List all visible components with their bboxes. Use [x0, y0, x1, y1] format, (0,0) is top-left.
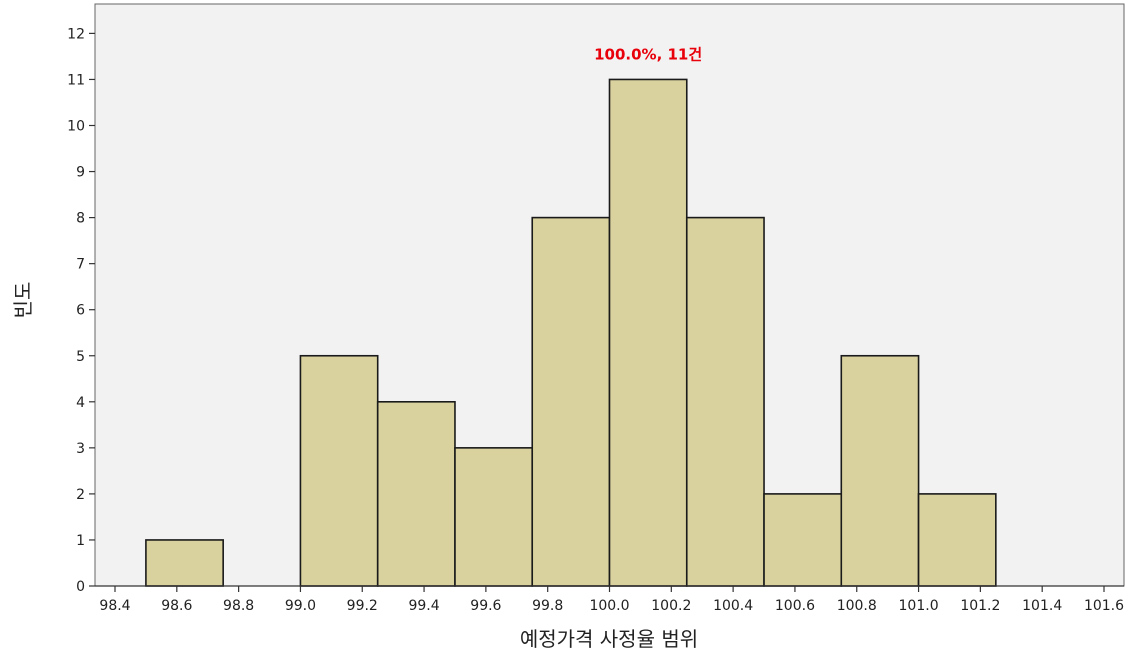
peak-annotation: 100.0%, 11건 [594, 45, 702, 63]
histogram-bar [376, 400, 456, 587]
histogram-bar [840, 354, 920, 587]
y-tick-label: 3 [76, 441, 85, 457]
y-tick-label: 0 [76, 579, 85, 595]
y-tick-label: 4 [76, 395, 85, 411]
x-tick-label: 99.8 [532, 598, 563, 614]
y-tick-label: 2 [76, 487, 85, 503]
bars-group [145, 78, 997, 587]
histogram-bar [145, 539, 224, 587]
x-tick-label: 101.0 [899, 598, 939, 614]
histogram-bar [608, 78, 688, 587]
x-tick-label: 98.6 [161, 598, 192, 614]
x-tick-label: 99.4 [408, 598, 439, 614]
x-tick-label: 98.4 [99, 598, 130, 614]
x-tick-label: 101.6 [1084, 598, 1124, 614]
x-tick-label: 100.6 [775, 598, 815, 614]
x-axis-title: 예정가격 사정율 범위 [520, 627, 698, 651]
y-tick-label: 9 [76, 165, 85, 181]
y-tick-label: 8 [76, 211, 85, 227]
histogram-bar [454, 447, 534, 587]
x-tick-label: 99.6 [470, 598, 501, 614]
y-tick-label: 10 [67, 119, 85, 135]
x-tick-label: 100.8 [837, 598, 877, 614]
labels-group: 98.4 98.6 98.8 99.0 99.2 99.4 99.6 99.8 100.0 100… [67, 26, 1124, 614]
y-tick-label: 12 [67, 26, 85, 42]
histogram-bar [685, 216, 765, 587]
y-tick-label: 6 [76, 303, 85, 319]
x-tick-label: 100.2 [651, 598, 691, 614]
histogram-bar [531, 216, 611, 587]
y-tick-label: 11 [67, 72, 85, 88]
x-tick-label: 99.2 [347, 598, 378, 614]
axes-group [89, 32, 1124, 592]
histogram-bar [917, 493, 997, 587]
x-tick-label: 100.0 [589, 598, 629, 614]
y-tick-label: 1 [76, 533, 85, 549]
y-axis-title: 빈도 [11, 282, 35, 319]
x-tick-label: 101.4 [1022, 598, 1062, 614]
x-tick-label: 100.4 [713, 598, 753, 614]
histogram-bar [763, 493, 843, 587]
x-tick-label: 99.0 [285, 598, 316, 614]
x-tick-label: 101.2 [960, 598, 1000, 614]
y-tick-label: 7 [76, 257, 85, 273]
histogram-bar [299, 354, 379, 587]
y-tick-label: 5 [76, 349, 85, 365]
x-tick-label: 98.8 [223, 598, 254, 614]
